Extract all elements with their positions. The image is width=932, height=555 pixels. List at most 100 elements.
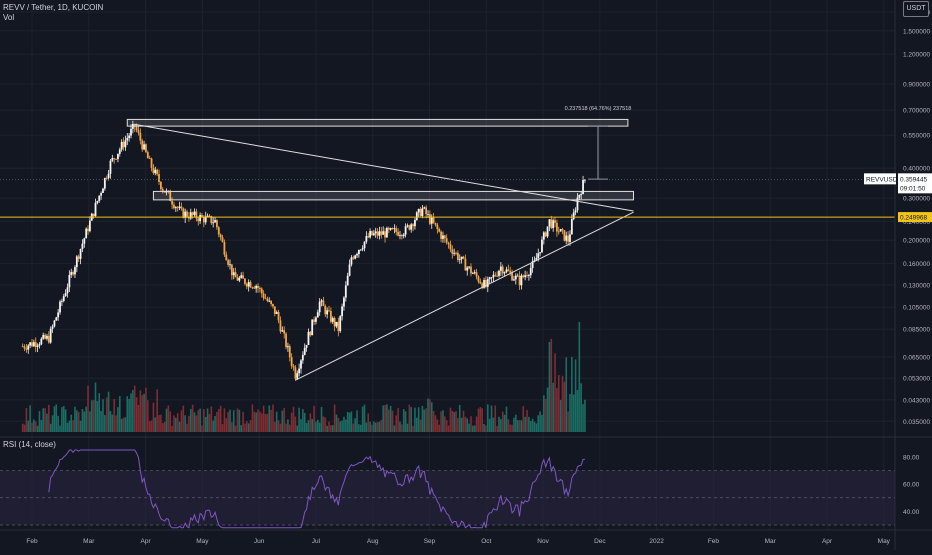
grid-lines <box>0 0 895 530</box>
volume-bar <box>147 400 149 432</box>
candle-body <box>113 158 116 159</box>
rsi-legend: RSI (14, close) <box>3 440 56 450</box>
candle-body <box>214 220 216 223</box>
volume-bar <box>535 423 538 432</box>
volume-bar <box>447 425 450 432</box>
candle-body <box>535 258 538 261</box>
candle-body <box>268 300 271 302</box>
volume-bar <box>277 420 280 432</box>
candle-body <box>70 272 73 276</box>
candle-body <box>483 279 485 288</box>
volume-bar <box>305 423 308 432</box>
volume-bar <box>169 411 172 432</box>
volume-bar <box>197 410 200 432</box>
volume-bar <box>533 421 536 432</box>
price-tick-label: 0.065000 <box>903 355 930 362</box>
candle-body <box>139 132 142 141</box>
symbol-tag <box>864 173 896 185</box>
candle-body <box>477 276 480 282</box>
candle-body <box>522 275 525 278</box>
volume-bar <box>565 357 568 432</box>
candle-body <box>464 258 467 271</box>
volume-bar <box>496 425 498 432</box>
candle-body <box>412 224 414 227</box>
candle-body <box>23 346 26 349</box>
volume-bar <box>449 407 452 432</box>
price-tick-label: 1.500000 <box>903 28 930 35</box>
candle-body <box>193 211 196 215</box>
volume-bar <box>180 410 183 432</box>
volume-bar <box>90 400 93 432</box>
volume-bar <box>444 416 446 432</box>
volume-bar <box>490 405 493 432</box>
volume-bar <box>429 399 431 432</box>
time-tick-label: Oct <box>481 538 491 545</box>
candle-body <box>305 344 308 348</box>
volume-bar <box>458 404 461 432</box>
candle-body <box>432 217 435 223</box>
volume-bar <box>188 415 190 432</box>
candle-body <box>428 214 431 224</box>
currency-badge[interactable]: USDT <box>903 1 929 17</box>
volume-bar <box>120 418 123 432</box>
volume-bar <box>270 409 272 432</box>
time-tick-label: Mar <box>765 538 777 545</box>
candle-body <box>146 152 149 159</box>
volume-bar <box>348 412 351 432</box>
volume-bar <box>352 423 355 432</box>
candle-body <box>445 238 448 243</box>
candle-body <box>206 215 209 217</box>
volume-bar <box>212 420 214 432</box>
candle-body <box>343 297 345 307</box>
candle-body <box>283 330 286 334</box>
candle-body <box>199 215 202 222</box>
candle-body <box>197 218 200 222</box>
volume-bar <box>296 425 299 432</box>
candle-body <box>75 256 78 268</box>
candle-body <box>53 320 56 327</box>
candle-body <box>533 260 536 262</box>
price-tick-label: 1.200000 <box>903 52 930 59</box>
time-tick-label: Mar <box>83 538 95 545</box>
time-tick-label: 2022 <box>649 538 664 545</box>
time-tick-label: Nov <box>537 538 549 545</box>
candle-body <box>300 360 302 369</box>
volume-bar <box>584 399 586 432</box>
candle-body <box>544 232 547 237</box>
volume-series <box>21 322 586 432</box>
candle-body <box>240 275 243 278</box>
volume-bar <box>287 419 289 432</box>
volume-bar <box>225 418 228 432</box>
candle-body <box>186 211 188 217</box>
candle-body <box>372 233 375 236</box>
volume-bar <box>402 409 405 432</box>
candle-body <box>182 208 185 218</box>
candle-body <box>156 169 159 175</box>
price-axis-bg <box>895 0 932 550</box>
volume-bar <box>253 411 256 432</box>
candle-body <box>354 255 357 259</box>
volume-bar <box>59 425 61 432</box>
candle-body <box>380 231 383 235</box>
candle-body <box>115 158 117 160</box>
volume-bar <box>167 405 170 432</box>
volume-bar <box>401 424 403 432</box>
candle-body <box>322 300 325 306</box>
volume-bar <box>501 411 504 432</box>
volume-bar <box>414 407 416 432</box>
price-tick-label: 0.400000 <box>903 166 930 173</box>
volume-bar <box>259 411 261 432</box>
volume-bar <box>520 420 523 432</box>
rsi-pane: 80.00 60.00 40.00 <box>0 449 920 529</box>
time-tick-label: May <box>878 538 891 545</box>
volume-bar <box>70 414 73 432</box>
candle-body <box>236 277 239 281</box>
volume-bar <box>274 421 276 432</box>
candle-body <box>251 287 254 289</box>
candle-body <box>189 212 192 219</box>
volume-bar <box>399 421 401 432</box>
candle-body <box>518 275 521 286</box>
candle-body <box>173 204 175 209</box>
